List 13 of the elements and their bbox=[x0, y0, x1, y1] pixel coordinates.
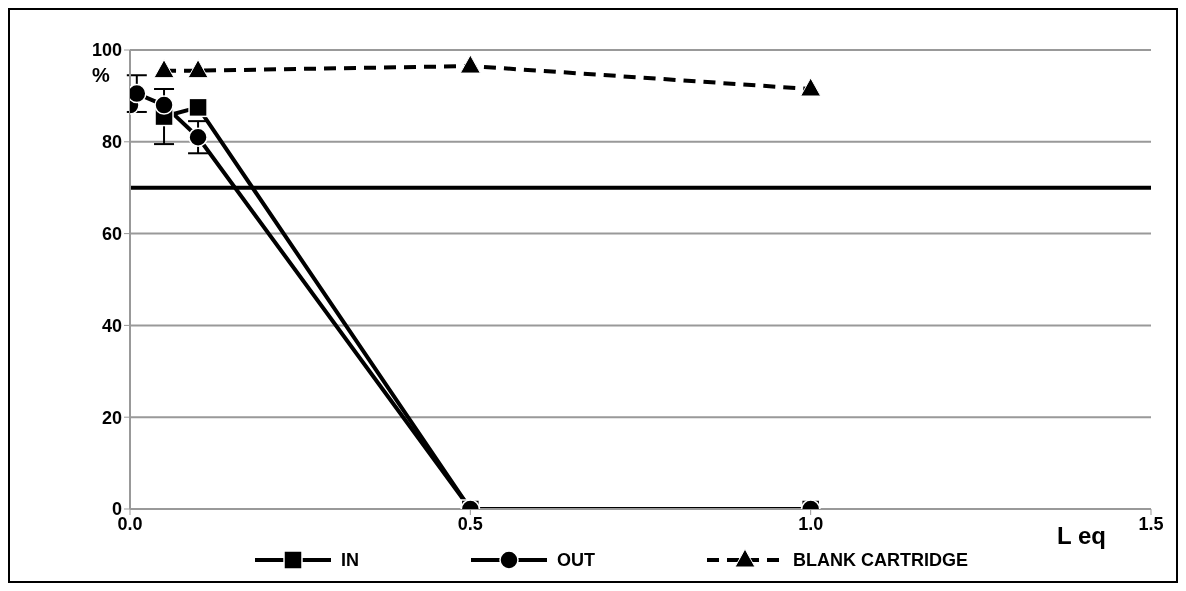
y-tick-label: 20 bbox=[101, 407, 122, 428]
y-tick-label: 40 bbox=[101, 315, 122, 336]
x-tick-label: 0.5 bbox=[457, 513, 483, 534]
x-tick-label: 1.5 bbox=[1138, 513, 1164, 534]
legend-label: BLANK CARTRIDGE bbox=[793, 549, 968, 571]
y-tick-label: 60 bbox=[101, 223, 122, 244]
y-tick-label: 100 bbox=[91, 40, 122, 61]
legend-label: OUT bbox=[557, 549, 595, 571]
x-tick-label: 1.0 bbox=[798, 513, 824, 534]
y-tick-label: 80 bbox=[101, 132, 122, 153]
y-axis-title: % bbox=[92, 64, 110, 87]
x-axis-title: L eq bbox=[1057, 522, 1106, 549]
legend-label: IN bbox=[341, 549, 359, 571]
